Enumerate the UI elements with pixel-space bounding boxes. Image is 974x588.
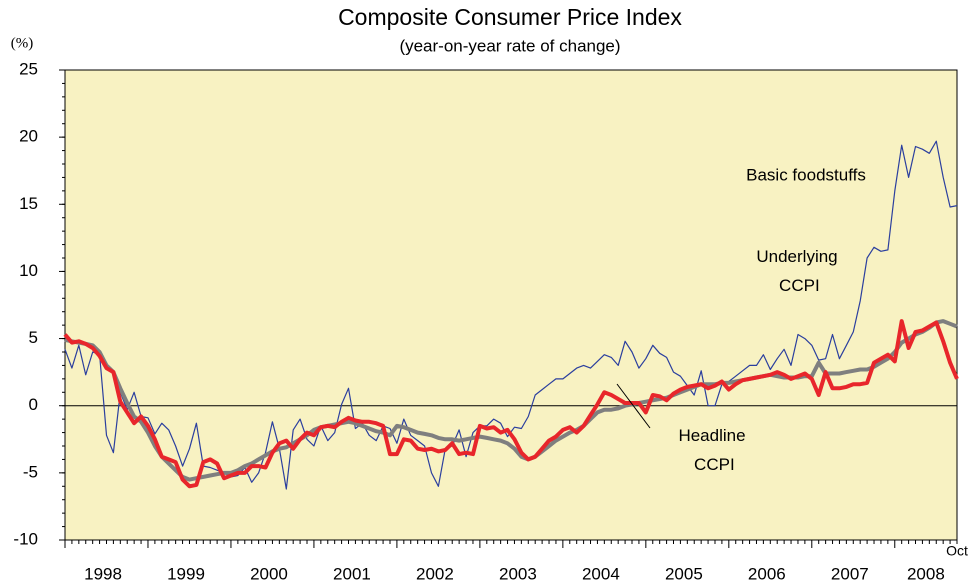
series-label: Basic foodstuffs [746,165,866,184]
chart-title: Composite Consumer Price Index [338,4,682,30]
x-tick-label: 1998 [84,564,122,583]
x-tick-label: 2001 [333,564,371,583]
label-line: CCPI [774,276,819,295]
y-tick-label: -5 [23,462,38,481]
series-line [63,319,959,489]
x-end-label: Oct [946,543,968,559]
plot-area [64,69,958,541]
y-unit: (%) [11,35,34,51]
y-tick-label: 0 [29,395,38,414]
y-tick-label: 20 [19,127,38,146]
label-line: Headline [678,426,745,445]
y-tick-label: 10 [19,261,38,280]
y-tick-label: 5 [29,328,38,347]
y-tick-label: 25 [19,59,38,78]
x-tick-label: 2002 [416,564,454,583]
x-tick-label: 2005 [665,564,703,583]
x-tick-label: 2004 [582,564,620,583]
leader-line [616,383,651,429]
x-tick-label: 2006 [748,564,786,583]
x-tick-label: 2007 [831,564,869,583]
label-line: CCPI [689,455,734,474]
series-label: Underlying CCPI [756,247,837,295]
x-tick-label: 2003 [499,564,537,583]
x-tick-label: 1999 [167,564,205,583]
y-tick-label: -10 [13,529,38,548]
x-tick-label: 2008 [907,564,945,583]
series-label: Headline CCPI [678,426,745,474]
x-tick-label: 2000 [250,564,288,583]
label-line: Underlying [756,247,837,266]
chart-subtitle: (year-on-year rate of change) [399,36,620,55]
y-tick-label: 15 [19,194,38,213]
